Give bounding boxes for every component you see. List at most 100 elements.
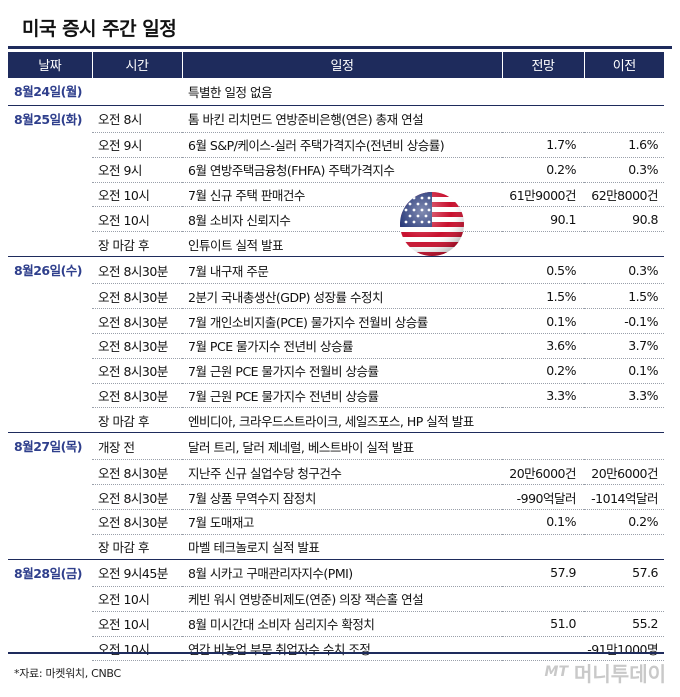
date-cell: [8, 460, 92, 485]
forecast-cell: [502, 636, 584, 662]
forecast-cell: 1.5%: [502, 283, 584, 310]
previous-cell: 62만8000건: [584, 182, 664, 208]
forecast-cell: 3.6%: [502, 333, 584, 359]
event-cell: 2분기 국내총생산(GDP) 성장률 수정치: [182, 283, 502, 310]
date-cell: [8, 182, 92, 207]
page-title: 미국 증시 주간 일정: [22, 18, 177, 40]
table-row: 오전 10시 7월 신규 주택 판매건수 61만9000건 62만8000건: [8, 182, 664, 208]
logo-wordmark: 머니투데이: [574, 661, 666, 686]
previous-cell: 90.8: [584, 206, 664, 233]
event-cell: 엔비디아, 크라우드스트라이크, 세일즈포스, HP 실적 발표: [182, 407, 502, 434]
time-cell: 개장 전: [92, 432, 182, 461]
time-cell: 오전 9시: [92, 157, 182, 183]
forecast-cell: 90.1: [502, 206, 584, 233]
source-note: *자료: 마켓워치, CNBC: [14, 667, 121, 680]
forecast-cell: [502, 534, 584, 560]
previous-cell: [584, 231, 664, 258]
time-cell: 오전 10시: [92, 636, 182, 662]
time-cell: 오전 8시30분: [92, 383, 182, 409]
forecast-cell: [502, 104, 584, 134]
previous-cell: 0.2%: [584, 509, 664, 535]
event-cell: 6월 연방주택금융청(FHFA) 주택가격지수: [182, 157, 502, 183]
previous-cell: [584, 104, 664, 134]
table-row: 오전 8시30분 7월 상품 무역수지 잠정치 -990억달러 -1014억달러: [8, 484, 664, 511]
date-cell: 8월28일(금): [8, 558, 92, 587]
table-row: 장 마감 후 마벨 테크놀로지 실적 발표: [8, 534, 664, 560]
forecast-cell: 1.7%: [502, 132, 584, 158]
time-cell: 오전 8시30분: [92, 283, 182, 310]
date-cell: 8월24일(월): [8, 77, 92, 106]
date-cell: [8, 309, 92, 334]
forecast-cell: 0.1%: [502, 308, 584, 334]
date-cell: [8, 207, 92, 232]
us-flag-icon: [400, 192, 464, 256]
event-cell: 8월 미시간대 소비자 심리지수 확정치: [182, 611, 502, 637]
date-cell: 8월26일(수): [8, 256, 92, 284]
previous-cell: 3.7%: [584, 333, 664, 359]
time-cell: 오전 8시: [92, 104, 182, 134]
previous-cell: 55.2: [584, 611, 664, 637]
time-cell: 장 마감 후: [92, 534, 182, 560]
date-cell: [8, 485, 92, 510]
previous-cell: 3.3%: [584, 383, 664, 409]
table-row: 8월28일(금) 오전 9시45분 8월 시카고 구매관리자지수(PMI) 57.9 5…: [8, 558, 664, 587]
event-cell: 7월 근원 PCE 물가지수 전월비 상승률: [182, 358, 502, 384]
previous-cell: 57.6: [584, 558, 664, 587]
table-row: 오전 8시30분 2분기 국내총생산(GDP) 성장률 수정치 1.5% 1.5%: [8, 283, 664, 310]
event-cell: 7월 내구재 주문: [182, 256, 502, 285]
table-row: 오전 10시 8월 소비자 신뢰지수 90.1 90.8: [8, 206, 664, 233]
previous-cell: 0.3%: [584, 157, 664, 183]
event-cell: 지난주 신규 실업수당 청구건수: [182, 459, 502, 486]
event-cell: 연간 비농업 부문 취업자수 수치 조정: [182, 636, 502, 662]
event-cell: 달러 트리, 달러 제네럴, 베스트바이 실적 발표: [182, 432, 502, 461]
date-cell: [8, 284, 92, 309]
table-row: 오전 8시30분 7월 근원 PCE 물가지수 전년비 상승률 3.3% 3.3%: [8, 383, 664, 409]
date-cell: [8, 333, 92, 358]
event-cell: 7월 상품 무역수지 잠정치: [182, 484, 502, 511]
table-row: 오전 9시 6월 S&P/케이스-실러 주택가격지수(전년비 상승률) 1.7% 1.…: [8, 132, 664, 158]
previous-cell: [584, 586, 664, 612]
date-cell: [8, 510, 92, 535]
time-cell: 오전 8시30분: [92, 484, 182, 511]
forecast-cell: 61만9000건: [502, 182, 584, 208]
publisher-logo: MT 머니투데이: [545, 658, 666, 686]
previous-cell: [584, 77, 664, 106]
date-cell: [8, 636, 92, 661]
previous-cell: [584, 534, 664, 560]
previous-cell: 1.5%: [584, 283, 664, 310]
table-row: 오전 10시 8월 미시간대 소비자 심리지수 확정치 51.0 55.2: [8, 611, 664, 637]
forecast-cell: 3.3%: [502, 383, 584, 409]
previous-cell: 20만6000건: [584, 459, 664, 486]
table-row: 오전 8시30분 7월 PCE 물가지수 전년비 상승률 3.6% 3.7%: [8, 333, 664, 359]
date-cell: 8월25일(화): [8, 104, 92, 133]
date-cell: [8, 586, 92, 611]
previous-cell: 1.6%: [584, 132, 664, 158]
table-row: 오전 8시30분 7월 근원 PCE 물가지수 전월비 상승률 0.2% 0.1%: [8, 358, 664, 384]
time-cell: 장 마감 후: [92, 407, 182, 434]
header-time: 시간: [91, 52, 182, 78]
time-cell: 오전 10시: [92, 182, 182, 208]
event-cell: 7월 PCE 물가지수 전년비 상승률: [182, 333, 502, 359]
forecast-cell: [502, 77, 584, 106]
table-row: 오전 8시30분 7월 도매재고 0.1% 0.2%: [8, 509, 664, 535]
table-row: 8월27일(목) 개장 전 달러 트리, 달러 제네럴, 베스트바이 실적 발표: [8, 432, 664, 461]
forecast-cell: 0.2%: [502, 157, 584, 183]
logo-mark: MT: [544, 664, 568, 680]
previous-cell: 0.1%: [584, 358, 664, 384]
table-row: 8월25일(화) 오전 8시 톰 바킨 리치먼드 연방준비은행(연은) 총재 연설: [8, 104, 664, 134]
forecast-cell: [502, 586, 584, 612]
date-cell: [8, 383, 92, 408]
time-cell: 오전 8시30분: [92, 358, 182, 384]
previous-cell: [584, 432, 664, 461]
table-row: 8월24일(월) 특별한 일정 없음: [8, 77, 664, 106]
table-row: 오전 9시 6월 연방주택금융청(FHFA) 주택가격지수 0.2% 0.3%: [8, 157, 664, 183]
time-cell: 오전 9시: [92, 132, 182, 158]
time-cell: 오전 8시30분: [92, 333, 182, 359]
event-cell: 톰 바킨 리치먼드 연방준비은행(연은) 총재 연설: [182, 104, 502, 134]
forecast-cell: 57.9: [502, 558, 584, 587]
forecast-cell: 51.0: [502, 611, 584, 637]
header-date: 날짜: [8, 52, 92, 78]
event-cell: 8월 시카고 구매관리자지수(PMI): [182, 558, 502, 587]
header-forecast: 전망: [501, 52, 584, 78]
date-cell: [8, 157, 92, 182]
